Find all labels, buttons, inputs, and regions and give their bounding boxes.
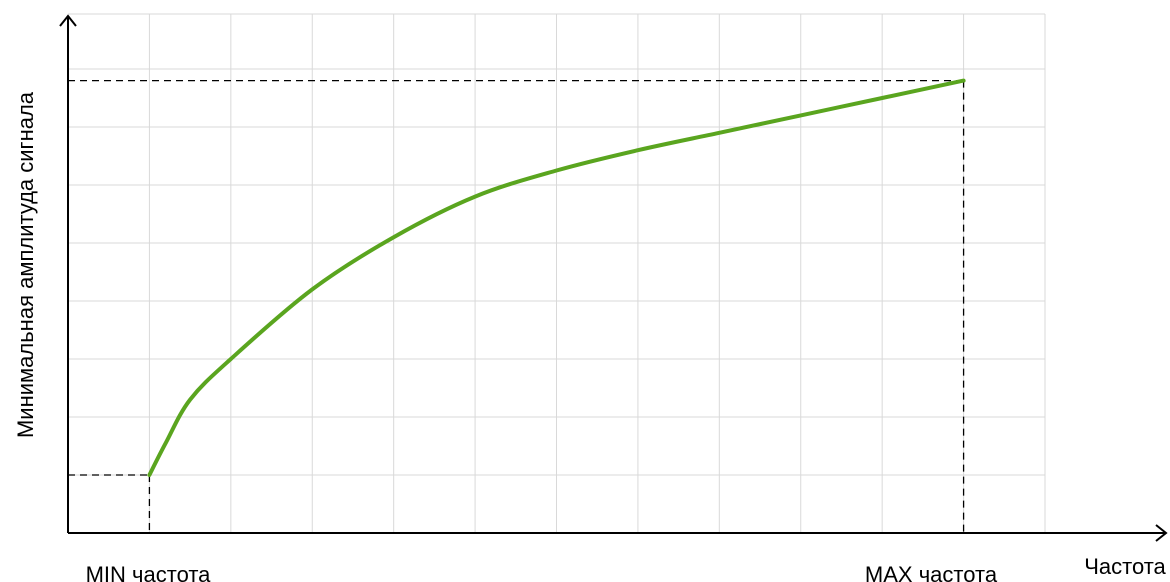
chart-axes <box>59 14 1168 542</box>
chart-series <box>147 78 966 477</box>
x-axis-label: Частота <box>1084 554 1166 579</box>
y-axis-label: Минимальная амплитуда сигнала <box>13 91 38 438</box>
x-tick-min-frequency: MIN частота <box>86 562 212 582</box>
reference-guides <box>68 79 965 533</box>
y-axis-arrow-icon <box>59 14 77 27</box>
x-tick-max-frequency: MAX частота <box>865 562 998 582</box>
x-axis-arrow-icon <box>1155 524 1168 542</box>
signal-amplitude-curve <box>147 78 966 477</box>
chart-grid <box>68 13 1046 533</box>
